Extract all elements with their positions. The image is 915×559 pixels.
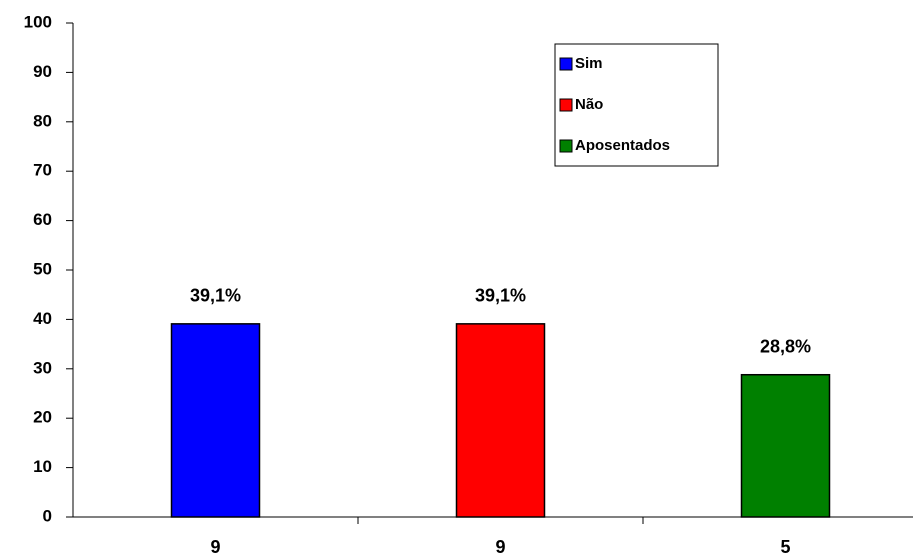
y-tick-label: 40 bbox=[33, 309, 52, 328]
legend-swatch bbox=[559, 98, 573, 112]
x-tick-label: 5 bbox=[780, 537, 790, 557]
y-tick-label: 60 bbox=[33, 210, 52, 229]
legend-swatch bbox=[559, 57, 573, 71]
bar bbox=[740, 373, 831, 518]
y-tick-label: 20 bbox=[33, 408, 52, 427]
legend-label: Não bbox=[575, 96, 603, 113]
x-tick-label: 9 bbox=[495, 537, 505, 557]
y-tick-label: 70 bbox=[33, 161, 52, 180]
y-tick-label: 80 bbox=[33, 111, 52, 130]
legend: Sim Não Aposentados bbox=[554, 43, 719, 167]
y-tick-label: 100 bbox=[24, 12, 52, 31]
legend-swatch bbox=[559, 139, 573, 153]
y-tick-label: 10 bbox=[33, 457, 52, 476]
bar bbox=[455, 323, 546, 518]
y-tick-label: 50 bbox=[33, 259, 52, 278]
value-label: 39,1% bbox=[475, 286, 526, 306]
bar bbox=[170, 323, 261, 518]
value-label: 39,1% bbox=[190, 286, 241, 306]
value-label: 28,8% bbox=[760, 336, 811, 356]
legend-label: Aposentados bbox=[575, 137, 670, 154]
y-tick-label: 90 bbox=[33, 62, 52, 81]
legend-box bbox=[554, 43, 719, 167]
y-tick-label: 30 bbox=[33, 358, 52, 377]
x-tick-label: 9 bbox=[210, 537, 220, 557]
legend-label: Sim bbox=[575, 55, 603, 72]
y-tick-label: 0 bbox=[43, 506, 52, 525]
